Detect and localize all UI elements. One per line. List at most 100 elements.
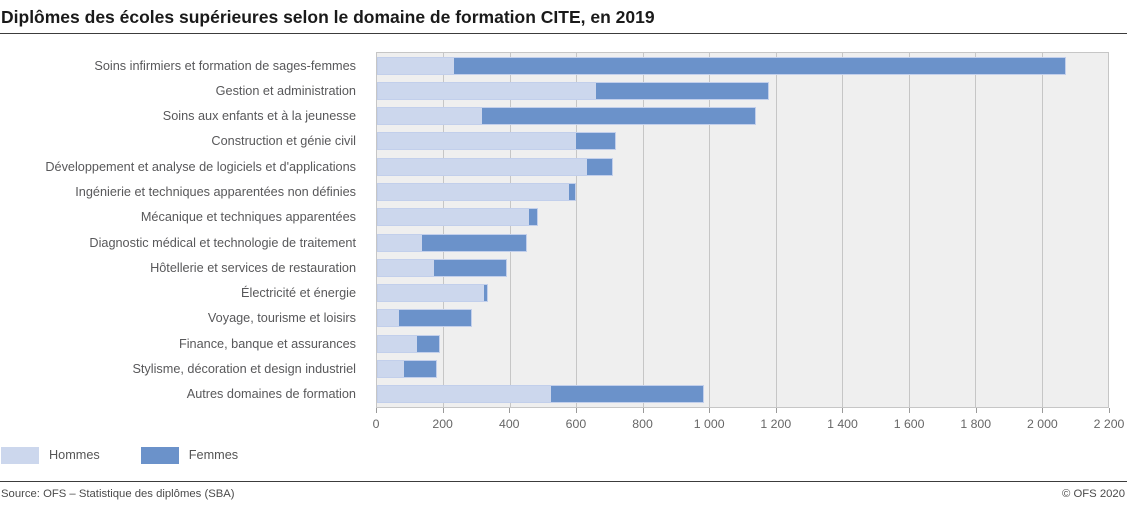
gridline	[443, 53, 445, 407]
bar-segment-femmes	[568, 184, 576, 201]
category-axis: Soins infirmiers et formation de sages-f…	[0, 53, 366, 407]
axis-tick	[642, 408, 644, 413]
bar-segment-femmes	[575, 133, 616, 150]
category-label: Électricité et énergie	[241, 286, 356, 301]
axis-tick	[775, 408, 777, 413]
bar-row	[377, 356, 1108, 381]
bar-segment-femmes	[484, 285, 488, 302]
bar-segment-femmes	[528, 209, 538, 226]
category-label: Soins aux enfants et à la jeunesse	[162, 109, 356, 124]
copyright-note: © OFS 2020	[1062, 488, 1125, 500]
category-label: Gestion et administration	[215, 83, 356, 98]
axis-tick-label: 600	[565, 417, 587, 431]
legend-label: Femmes	[188, 448, 239, 462]
axis-tick	[376, 408, 377, 413]
legend: Hommes Femmes	[1, 446, 238, 464]
stacked-bar	[377, 107, 756, 126]
bar-segment-hommes	[378, 57, 455, 74]
gridline	[709, 53, 711, 407]
bar-row	[377, 255, 1108, 280]
stacked-bar	[377, 233, 527, 252]
legend-swatch-femmes	[140, 446, 179, 464]
category-label: Mécanique et techniques apparentées	[140, 210, 356, 225]
axis-tick	[1109, 408, 1110, 413]
axis-tick	[842, 408, 844, 413]
bar-series	[377, 53, 1108, 407]
legend-label: Hommes	[49, 448, 100, 462]
bar-row	[377, 154, 1108, 179]
bar-segment-hommes	[378, 361, 404, 378]
category-label: Soins infirmiers et formation de sages-f…	[94, 58, 356, 73]
bar-row	[377, 331, 1108, 356]
stacked-bar	[377, 284, 489, 303]
gridline	[576, 53, 578, 407]
stacked-bar	[377, 56, 1067, 75]
bar-row	[377, 230, 1108, 255]
category-label: Développement et analyse de logiciels et…	[45, 159, 356, 174]
stacked-bar	[377, 258, 507, 277]
bar-segment-femmes	[551, 386, 704, 403]
bar-row	[377, 179, 1108, 204]
bar-segment-hommes	[378, 310, 400, 327]
bar-segment-hommes	[378, 335, 417, 352]
bar-segment-femmes	[403, 361, 436, 378]
bar-row	[377, 281, 1108, 306]
bar-row	[377, 306, 1108, 331]
axis-tick-label: 200	[432, 417, 453, 431]
bar-row	[377, 104, 1108, 129]
stacked-bar	[377, 157, 613, 176]
bar-segment-femmes	[596, 82, 769, 99]
category-label: Stylisme, décoration et design industrie…	[132, 362, 356, 377]
axis-tick	[709, 408, 711, 413]
axis-tick-label: 1 000	[693, 417, 725, 431]
category-label: Construction et génie civil	[211, 134, 356, 149]
bar-row	[377, 129, 1108, 154]
bar-segment-hommes	[378, 82, 597, 99]
gridline	[842, 53, 844, 407]
axis-tick-label: 800	[632, 417, 653, 431]
bar-segment-femmes	[416, 335, 440, 352]
axis-tick-label: 1 400	[827, 417, 858, 431]
axis-tick	[575, 408, 577, 413]
bar-row	[377, 382, 1108, 407]
bar-segment-hommes	[378, 259, 434, 276]
category-label: Diagnostic médical et technologie de tra…	[89, 235, 356, 250]
axis-tick-label: 400	[499, 417, 520, 431]
stacked-bar	[377, 309, 472, 328]
axis-tick-label: 0	[372, 417, 380, 431]
source-note: Source: OFS – Statistique des diplômes (…	[1, 488, 235, 500]
stacked-bar	[377, 183, 577, 202]
stacked-bar	[377, 334, 441, 353]
axis-tick-label: 1 200	[760, 417, 792, 431]
axis-tick-label: 1 600	[893, 417, 925, 431]
bar-row	[377, 78, 1108, 103]
axis-tick	[975, 408, 977, 413]
bar-segment-hommes	[378, 133, 576, 150]
gridline	[908, 53, 910, 407]
bar-segment-femmes	[454, 57, 1066, 74]
legend-item-hommes: Hommes	[1, 446, 100, 464]
gridline	[642, 53, 644, 407]
page-title: Diplômes des écoles supérieures selon le…	[1, 7, 655, 27]
bar-segment-hommes	[378, 108, 483, 125]
bar-row	[377, 205, 1108, 230]
bar-segment-femmes	[587, 158, 612, 175]
bar-segment-femmes	[433, 259, 506, 276]
axis-tick-label: 2 000	[1026, 417, 1058, 431]
axis-tick	[442, 408, 444, 413]
axis-tick	[1042, 408, 1044, 413]
stacked-bar	[377, 385, 705, 404]
bar-segment-hommes	[378, 386, 552, 403]
bar-segment-hommes	[378, 158, 588, 175]
bar-segment-hommes	[378, 285, 485, 302]
gridline	[1041, 53, 1043, 407]
axis-tick	[509, 408, 511, 413]
bar-segment-femmes	[399, 310, 471, 327]
bar-segment-femmes	[482, 108, 755, 125]
title-divider	[0, 33, 1127, 34]
category-label: Ingénierie et techniques apparentées non…	[75, 185, 356, 200]
axis-tick	[909, 408, 911, 413]
bar-segment-hommes	[378, 209, 529, 226]
gridline	[775, 53, 777, 407]
